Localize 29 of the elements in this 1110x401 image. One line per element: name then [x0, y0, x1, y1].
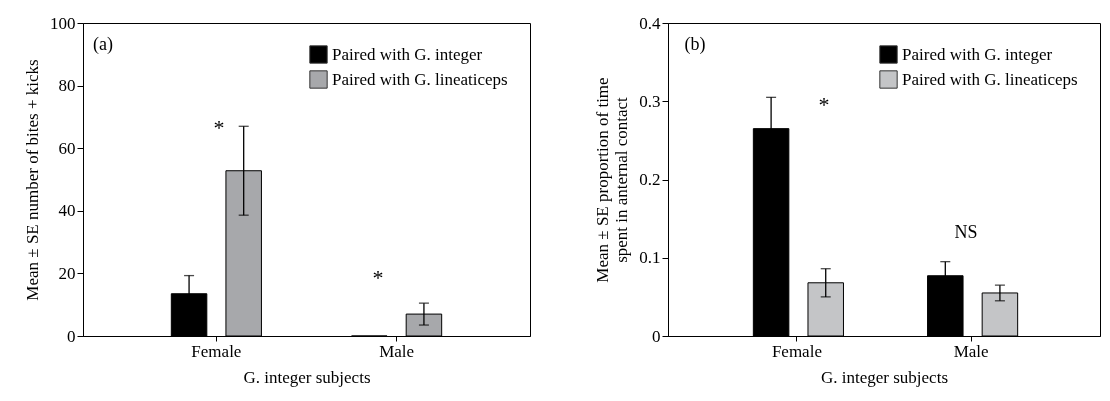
x-tick-label: Male: [379, 341, 415, 361]
annotation: *: [818, 92, 830, 117]
annotation: (a): [93, 34, 113, 55]
y-tick-label: 0.3: [639, 91, 661, 111]
y-tick-label: 80: [58, 76, 76, 96]
y-tick-label: 0: [652, 326, 661, 346]
annotation: NS: [954, 222, 978, 242]
y-tick-label: 0.4: [639, 13, 661, 33]
annotation: (b): [684, 34, 706, 55]
legend-label: Paired with G. lineaticeps: [902, 69, 1078, 89]
legend-label: Paired with G. lineaticeps: [332, 69, 508, 89]
y-tick-label: 20: [58, 263, 76, 283]
y-tick-label: 0.2: [639, 170, 661, 189]
x-tick-label: Female: [191, 341, 242, 361]
annotation: *: [372, 265, 384, 290]
legend-label: Paired with G. integer: [902, 44, 1053, 64]
y-axis-title: Mean ± SE proportion of time spent in anternal contact: [593, 77, 632, 283]
y-tick-label: 0: [67, 326, 76, 346]
y-tick-label: 100: [50, 13, 76, 33]
legend-label: Paired with G. integer: [332, 44, 483, 64]
y-tick-label: 40: [58, 201, 76, 221]
x-tick-label: Male: [953, 341, 989, 361]
y-tick-label: 60: [58, 138, 76, 158]
x-tick-label: Female: [771, 341, 822, 361]
annotation: *: [213, 115, 225, 140]
y-axis-title: Mean ± SE number of bites + kicks: [23, 59, 42, 301]
x-axis-title: G. integer subjects: [243, 367, 371, 387]
y-tick-label: 0.1: [639, 248, 661, 268]
x-axis-title: G. integer subjects: [821, 367, 948, 387]
